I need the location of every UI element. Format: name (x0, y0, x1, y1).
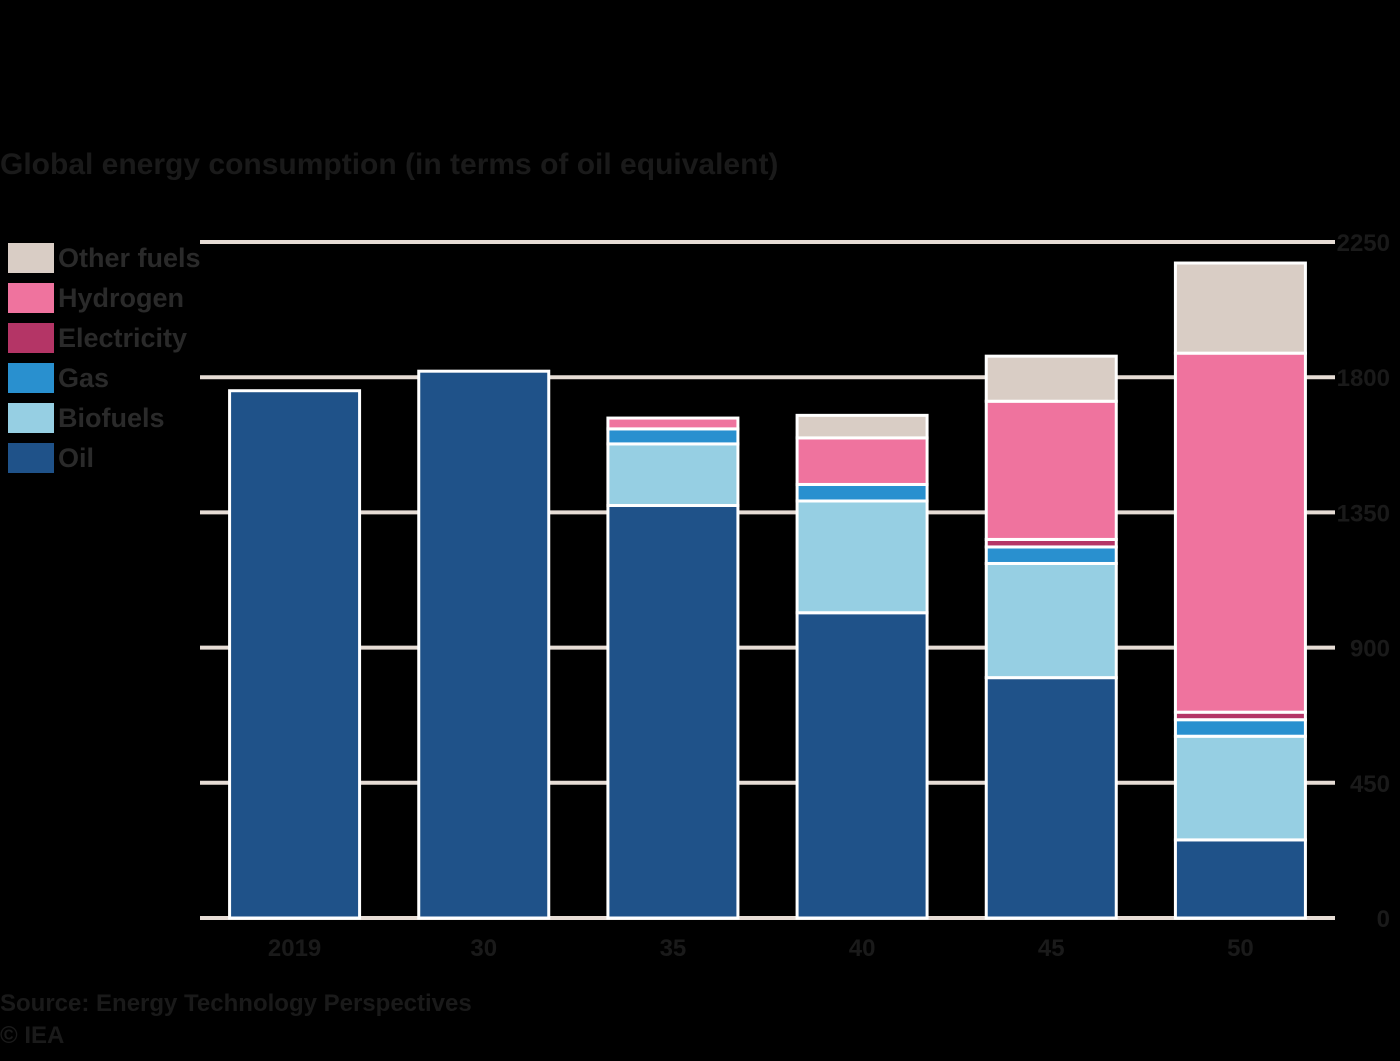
y-tick-label-1800: 1800 (1337, 365, 1390, 392)
legend-label-gas: Gas (58, 362, 110, 393)
legend-label-hydrogen: Hydrogen (58, 282, 185, 313)
legend-swatch-electricity (8, 323, 54, 353)
legend-item-oil: Oil (8, 438, 201, 478)
bar-segment-oil-50 (1173, 838, 1307, 920)
legend-item-gas: Gas (8, 358, 201, 398)
x-tick-label-35: 35 (660, 935, 687, 962)
y-tick-label-1350: 1350 (1337, 500, 1390, 527)
bar-2019 (228, 389, 362, 920)
bar-segment-biofuels-50 (1173, 734, 1307, 842)
bar-segment-gas-35 (606, 427, 740, 446)
bar-segment-oil-35 (606, 503, 740, 920)
bar-35 (606, 416, 740, 920)
legend-label-biofuels: Biofuels (58, 402, 165, 433)
legend: Other fuels Hydrogen Electricity Gas Biofuel… (8, 238, 201, 478)
bar-segment-hydrogen-50 (1173, 351, 1307, 714)
bar-segment-gas-40 (795, 482, 929, 503)
bar-50 (1173, 261, 1307, 920)
bar-segment-oil-40 (795, 611, 929, 920)
legend-label-oil: Oil (58, 442, 95, 473)
bar-40 (795, 413, 929, 920)
x-tick-label-40: 40 (849, 935, 876, 962)
footnote: © IEA (0, 1022, 65, 1049)
x-tick-label-45: 45 (1038, 935, 1065, 962)
bar-segment-other-fuels-50 (1173, 261, 1307, 355)
bar-segment-oil-45 (984, 676, 1118, 920)
legend-swatch-other-fuels (8, 243, 54, 273)
legend-item-hydrogen: Hydrogen (8, 278, 201, 318)
bar-segment-hydrogen-45 (984, 399, 1118, 541)
legend-swatch-oil (8, 443, 54, 473)
y-tick-label-0: 0 (1377, 906, 1390, 933)
bar-30 (417, 369, 551, 920)
bar-segment-gas-50 (1173, 718, 1307, 738)
legend-swatch-gas (8, 363, 54, 393)
legend-item-electricity: Electricity (8, 318, 201, 358)
y-tick-label-900: 900 (1350, 636, 1390, 663)
bar-segment-biofuels-45 (984, 561, 1118, 680)
source-note: Source: Energy Technology Perspectives (0, 990, 472, 1017)
legend-swatch-biofuels (8, 403, 54, 433)
chart-title: Global energy consumption (in terms of o… (0, 148, 779, 181)
x-tick-label-2019: 2019 (268, 935, 321, 962)
y-tick-label-450: 450 (1350, 771, 1390, 798)
bar-segment-other-fuels-40 (795, 413, 929, 440)
x-tick-label-50: 50 (1227, 935, 1254, 962)
y-tick-label-2250: 2250 (1337, 230, 1390, 257)
legend-swatch-hydrogen (8, 283, 54, 313)
bar-45 (984, 354, 1118, 920)
bar-segment-gas-45 (984, 545, 1118, 565)
legend-item-biofuels: Biofuels (8, 398, 201, 438)
legend-label-electricity: Electricity (58, 322, 188, 353)
bar-segment-oil-2019 (228, 389, 362, 920)
bar-segment-oil-30 (417, 369, 551, 920)
legend-label-other-fuels: Other fuels (58, 242, 201, 273)
bar-segment-hydrogen-40 (795, 436, 929, 486)
bar-segment-biofuels-35 (606, 442, 740, 507)
bar-segment-hydrogen-35 (606, 416, 740, 431)
bar-segment-other-fuels-45 (984, 354, 1118, 403)
bar-segment-biofuels-40 (795, 499, 929, 615)
legend-item-other-fuels: Other fuels (8, 238, 201, 278)
x-tick-label-30: 30 (470, 935, 497, 962)
